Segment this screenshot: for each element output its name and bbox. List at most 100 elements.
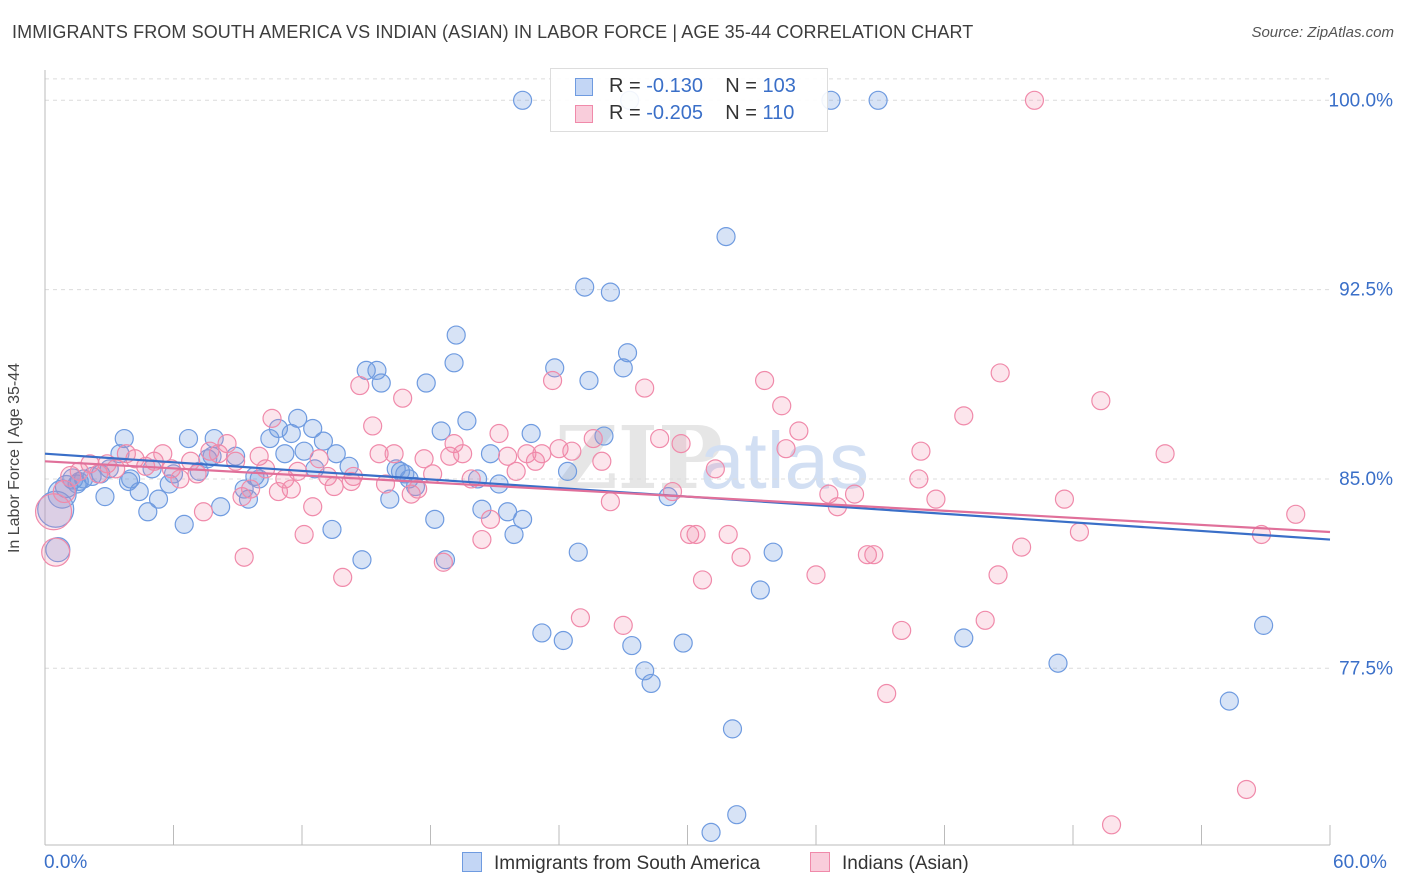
point-pink-33 bbox=[294, 524, 314, 545]
point-pink-75 bbox=[680, 524, 700, 545]
point-blue-47 bbox=[380, 489, 400, 509]
point-blue-90 bbox=[954, 628, 974, 648]
point-pink-48 bbox=[414, 449, 434, 469]
point-blue-95 bbox=[1048, 653, 1068, 673]
y-tick-label-1: 92.5% bbox=[1339, 280, 1393, 301]
point-pink-53 bbox=[453, 444, 473, 464]
point-pink-80 bbox=[731, 547, 751, 567]
trend-line-pink bbox=[44, 460, 1331, 534]
point-blue-13 bbox=[129, 481, 149, 502]
point-pink-45 bbox=[393, 388, 413, 408]
point-pink-89 bbox=[857, 545, 878, 565]
point-pink-47 bbox=[408, 479, 428, 499]
point-blue-68 bbox=[532, 623, 552, 643]
point-pink-55 bbox=[472, 529, 492, 550]
point-pink-78 bbox=[705, 459, 725, 479]
point-pink-71 bbox=[635, 378, 655, 398]
legend-item-pink: Indians (Asian) bbox=[810, 852, 969, 876]
legend-swatch-blue bbox=[462, 852, 482, 872]
trend-lines bbox=[44, 452, 1331, 541]
point-pink-56 bbox=[480, 509, 501, 529]
stats-legend: R = -0.130 N = 103 R = -0.205 N = 110 bbox=[550, 68, 828, 132]
point-pink-3 bbox=[60, 465, 82, 488]
point-pink-74 bbox=[671, 434, 691, 454]
point-blue-0 bbox=[37, 490, 75, 528]
point-pink-21 bbox=[217, 434, 237, 454]
point-blue-46 bbox=[371, 373, 391, 393]
point-pink-46 bbox=[401, 484, 421, 504]
chart-title: IMMIGRANTS FROM SOUTH AMERICA VS INDIAN … bbox=[12, 22, 974, 42]
point-pink-34 bbox=[303, 497, 323, 517]
grid-lines bbox=[45, 78, 1330, 669]
point-pink-69 bbox=[600, 492, 621, 512]
point-blue-97 bbox=[1254, 615, 1274, 635]
point-pink-110 bbox=[343, 466, 363, 487]
point-blue-89 bbox=[763, 542, 783, 562]
point-blue-81 bbox=[641, 673, 661, 694]
y-tick-label-0: 100.0% bbox=[1329, 90, 1394, 111]
point-blue-70 bbox=[557, 461, 578, 481]
series-pink-points bbox=[34, 90, 1306, 835]
point-pink-90 bbox=[864, 545, 884, 565]
point-pink-62 bbox=[532, 444, 552, 464]
point-blue-58 bbox=[446, 325, 466, 345]
series-blue-points bbox=[37, 90, 1274, 842]
n-value-blue: 103 bbox=[762, 75, 796, 97]
point-blue-19 bbox=[174, 514, 194, 534]
point-blue-84 bbox=[701, 822, 721, 842]
point-blue-83 bbox=[673, 633, 693, 653]
point-blue-57 bbox=[444, 353, 464, 373]
point-blue-45 bbox=[367, 360, 387, 381]
point-blue-64 bbox=[498, 502, 518, 522]
point-blue-42 bbox=[339, 456, 359, 476]
point-pink-8 bbox=[106, 459, 126, 479]
point-pink-57 bbox=[489, 423, 509, 444]
point-pink-61 bbox=[525, 451, 546, 471]
point-blue-37 bbox=[303, 418, 323, 439]
point-pink-104 bbox=[1101, 815, 1122, 835]
point-pink-77 bbox=[692, 570, 713, 590]
point-blue-35 bbox=[288, 408, 308, 428]
point-blue-16 bbox=[148, 489, 169, 509]
point-blue-17 bbox=[159, 474, 179, 494]
point-blue-66 bbox=[512, 509, 533, 529]
legend-item-blue: Immigrants from South America bbox=[462, 852, 760, 876]
y-tick-labels: 100.0% 92.5% 85.0% 77.5% bbox=[1329, 90, 1394, 679]
point-pink-50 bbox=[433, 552, 453, 572]
point-pink-76 bbox=[686, 524, 706, 545]
point-blue-62 bbox=[480, 444, 501, 464]
r-label: R = bbox=[609, 75, 641, 97]
point-blue-79 bbox=[622, 635, 642, 656]
point-pink-42 bbox=[369, 444, 389, 464]
point-pink-67 bbox=[583, 428, 603, 449]
r-value-blue: -0.130 bbox=[646, 75, 703, 97]
point-pink-105 bbox=[1155, 444, 1175, 464]
point-pink-101 bbox=[1054, 489, 1075, 509]
point-pink-35 bbox=[309, 449, 329, 469]
point-blue-85 bbox=[716, 227, 736, 247]
point-pink-44 bbox=[384, 444, 404, 464]
r-value-pink: -0.205 bbox=[646, 102, 703, 124]
point-blue-14 bbox=[138, 502, 158, 522]
point-pink-66 bbox=[570, 608, 591, 628]
point-pink-99 bbox=[990, 363, 1010, 383]
point-pink-100 bbox=[1011, 537, 1032, 557]
point-pink-98 bbox=[988, 565, 1008, 585]
n-value-pink: 110 bbox=[762, 102, 795, 124]
point-pink-68 bbox=[592, 451, 612, 471]
point-pink-24 bbox=[234, 547, 254, 567]
point-pink-17 bbox=[187, 464, 207, 484]
legend-label-pink: Indians (Asian) bbox=[842, 853, 969, 874]
point-pink-28 bbox=[262, 408, 282, 428]
x-tick-max: 60.0% bbox=[1333, 852, 1387, 873]
point-blue-55 bbox=[431, 421, 451, 441]
point-pink-40 bbox=[350, 375, 370, 396]
point-pink-102 bbox=[1069, 522, 1090, 542]
watermark-zip: ZIP bbox=[555, 408, 723, 509]
point-blue-67 bbox=[521, 423, 541, 444]
point-pink-92 bbox=[892, 620, 912, 641]
point-pink-59 bbox=[506, 461, 526, 481]
point-blue-71 bbox=[553, 630, 573, 651]
point-pink-93 bbox=[911, 441, 931, 461]
